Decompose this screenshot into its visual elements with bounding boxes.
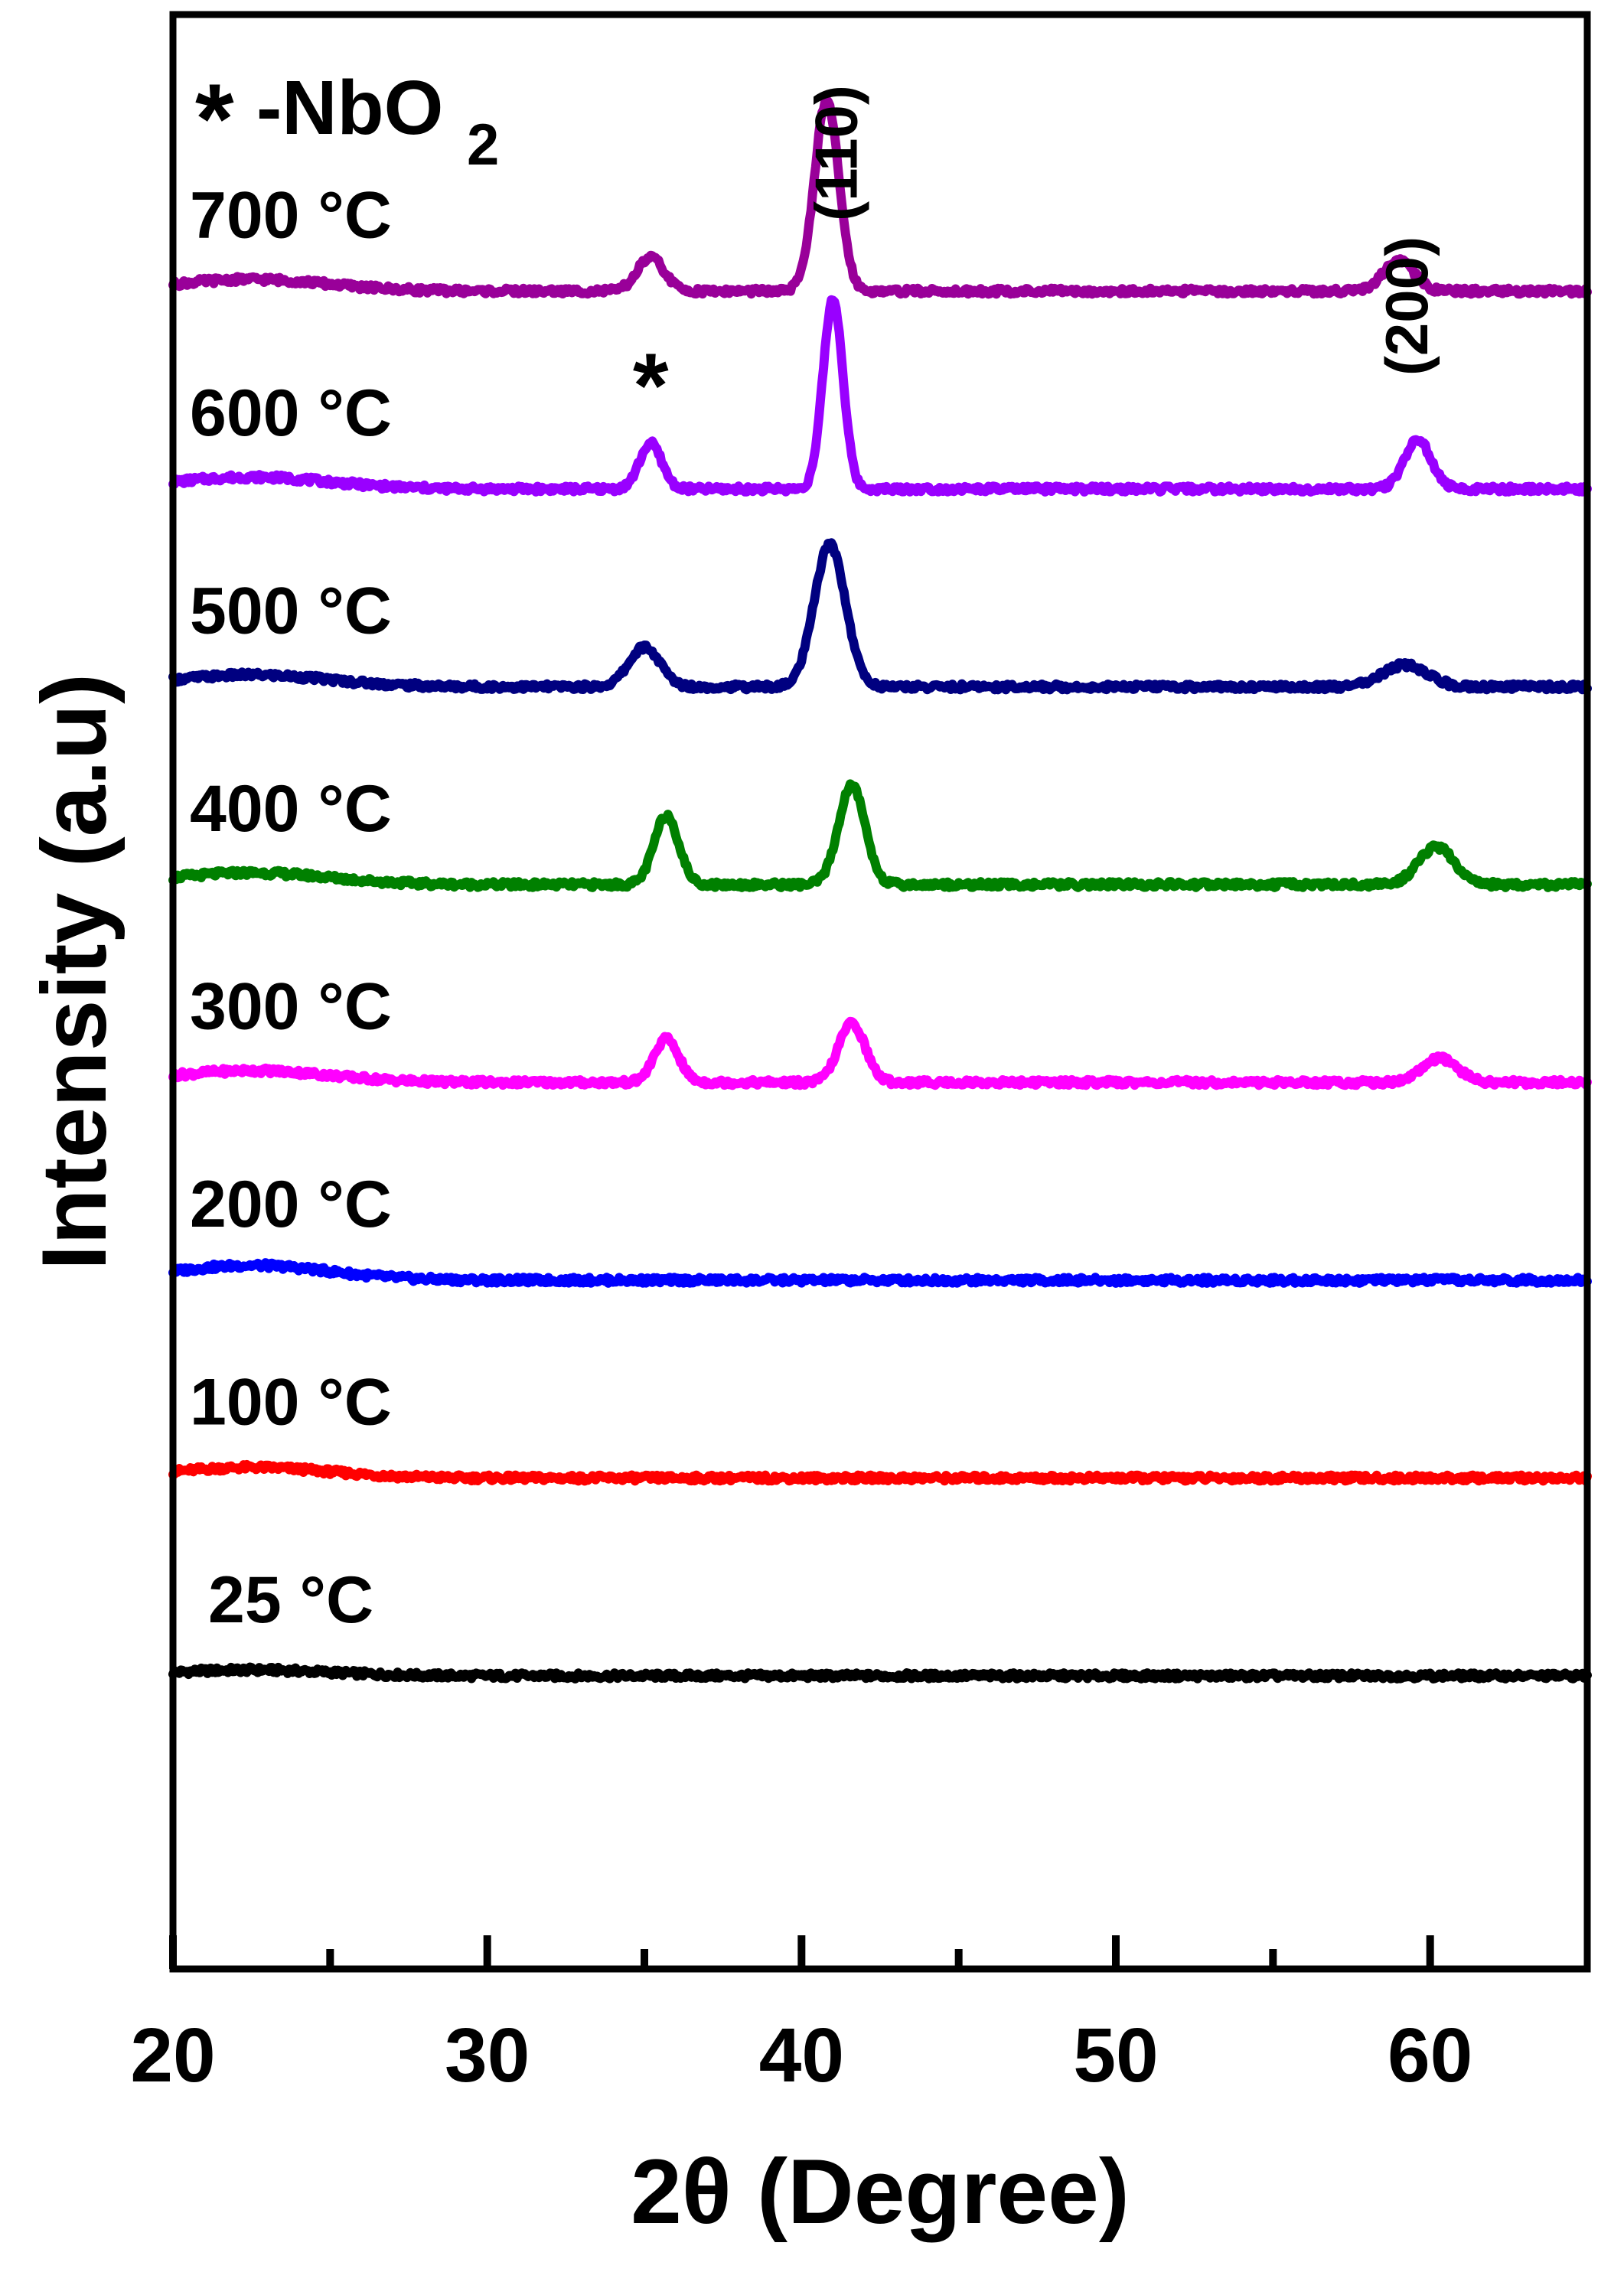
series-label-100c: 100 °C — [190, 1366, 392, 1439]
series-label-200c: 200 °C — [190, 1168, 392, 1241]
legend-nbo-text: -NbO — [256, 65, 443, 151]
series-line-200c — [168, 1258, 1592, 1288]
series-line-600c — [168, 295, 1592, 497]
annotation-layer: * -NbO 2 * (110) (200) — [195, 63, 1440, 437]
series-layer — [168, 95, 1592, 1684]
series-label-400c: 400 °C — [190, 772, 392, 846]
peak-label-200: (200) — [1373, 236, 1440, 376]
plot-frame — [169, 11, 1591, 1973]
nbo2-peak-marker: * — [633, 334, 669, 437]
series-label-500c: 500 °C — [190, 575, 392, 648]
legend-subscript: 2 — [467, 112, 499, 178]
x-tick-label: 40 — [759, 2013, 844, 2098]
x-tick-label: 50 — [1073, 2013, 1158, 2098]
x-axis-label: 2θ (Degree) — [631, 2140, 1130, 2243]
x-tick-label: 30 — [445, 2013, 530, 2098]
x-tick-layer: 20 30 40 50 60 — [130, 1935, 1472, 2098]
series-line-700c — [168, 95, 1592, 299]
legend-star-symbol: * — [195, 63, 234, 174]
series-line-400c — [168, 779, 1592, 892]
x-tick-label: 60 — [1388, 2013, 1472, 2098]
y-axis-label: Intensity (a.u) — [23, 673, 126, 1270]
x-tick-label: 20 — [130, 2013, 215, 2098]
series-label-300c: 300 °C — [190, 970, 392, 1044]
series-line-100c — [168, 1459, 1592, 1486]
peak-label-110: (110) — [802, 85, 869, 221]
series-label-25c: 25 °C — [208, 1563, 373, 1637]
series-line-25c — [168, 1662, 1592, 1684]
series-label-700c: 700 °C — [190, 179, 392, 253]
series-label-layer: 25 °C 100 °C 200 °C 300 °C 400 °C 500 °C 600 °… — [190, 179, 392, 1638]
series-line-300c — [168, 1016, 1592, 1090]
series-line-500c — [168, 538, 1592, 695]
series-label-600c: 600 °C — [190, 376, 392, 450]
